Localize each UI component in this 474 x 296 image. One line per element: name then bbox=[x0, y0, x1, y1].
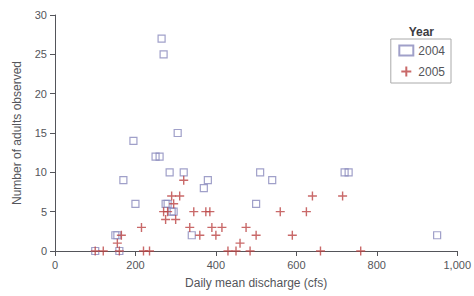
svg-text:30: 30 bbox=[35, 9, 47, 21]
svg-text:2005: 2005 bbox=[418, 65, 445, 79]
svg-text:1,000: 1,000 bbox=[443, 259, 471, 271]
svg-text:25: 25 bbox=[35, 48, 47, 60]
svg-text:600: 600 bbox=[287, 259, 305, 271]
svg-text:2004: 2004 bbox=[418, 44, 445, 58]
svg-text:20: 20 bbox=[35, 88, 47, 100]
svg-text:200: 200 bbox=[126, 259, 144, 271]
svg-text:800: 800 bbox=[368, 259, 386, 271]
svg-text:Year: Year bbox=[409, 25, 435, 39]
svg-text:Daily mean discharge (cfs): Daily mean discharge (cfs) bbox=[185, 276, 327, 290]
svg-text:Number of adults observed: Number of adults observed bbox=[10, 61, 24, 205]
svg-text:0: 0 bbox=[52, 259, 58, 271]
svg-text:15: 15 bbox=[35, 127, 47, 139]
svg-text:400: 400 bbox=[207, 259, 225, 271]
svg-text:0: 0 bbox=[41, 245, 47, 257]
svg-text:10: 10 bbox=[35, 166, 47, 178]
svg-text:5: 5 bbox=[41, 206, 47, 218]
